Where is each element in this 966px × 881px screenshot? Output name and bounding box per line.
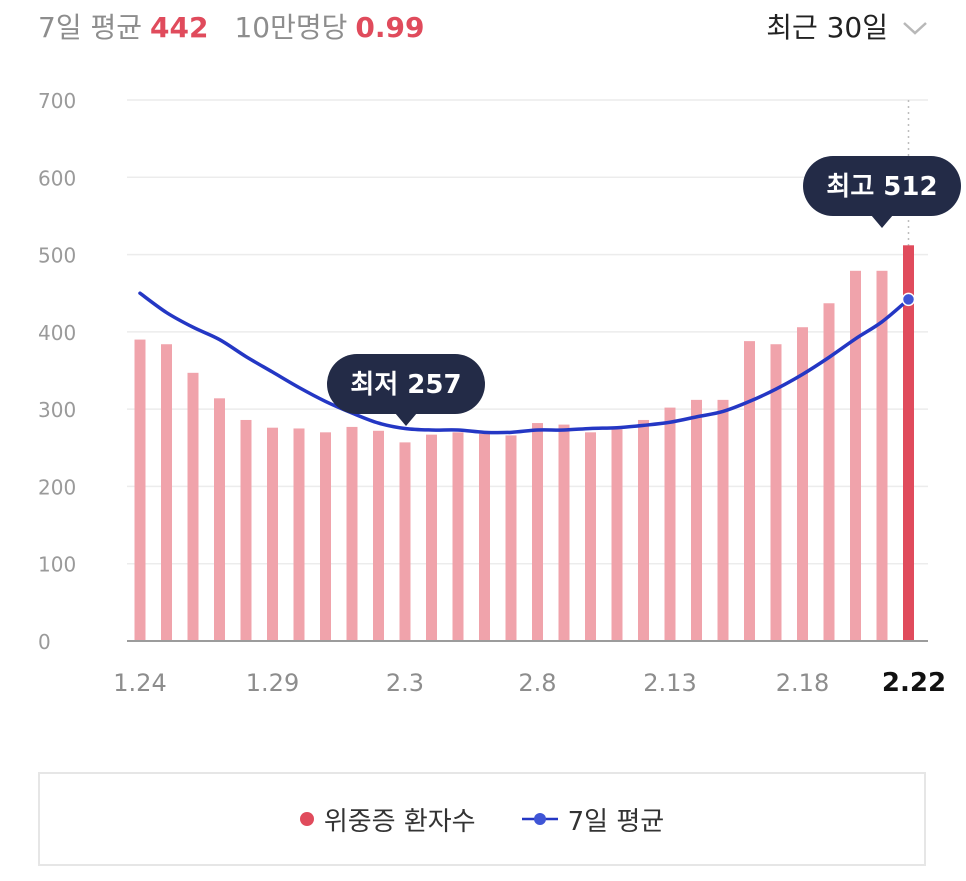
min-callout-pointer [395,413,417,426]
avg-value: 442 [150,11,209,44]
bar [346,426,358,641]
bar [214,398,225,641]
bar [797,327,808,641]
x-tick-label: 1.24 [113,669,166,697]
chart-legend: 위중증 환자수 7일 평균 [38,772,926,866]
x-tick-label: 2.3 [386,669,424,697]
bar [134,339,146,641]
legend-item-line: 7일 평균 [521,801,665,838]
bar [532,423,543,641]
bar [426,434,437,641]
x-tick-label: 2.8 [518,669,556,697]
y-tick-label: 400 [38,321,76,345]
min-callout-bubble [327,354,485,414]
bar [505,435,517,641]
legend-line-icon [521,813,558,825]
bar [876,270,888,641]
bar [240,419,252,641]
bar-line-chart: 0 100 200 300 400 500 600 700 1.24 1.29 2.3 2.8 2.13… [38,89,961,698]
bar-highlight [903,245,914,641]
bar [293,428,305,641]
y-tick-label: 100 [38,553,76,577]
max-callout-pointer [871,215,893,228]
bar [770,344,782,641]
y-tick-label: 600 [38,166,76,190]
bar [717,399,729,641]
bar [850,270,861,641]
chart-header: 7일 평균 442 10만명당 0.99 최근 30일 [38,8,928,48]
period-label: 최근 30일 [766,11,888,44]
bar [267,427,278,641]
legend-line-label: 7일 평균 [567,806,665,837]
x-tick-label-current: 2.22 [882,668,946,698]
bar [823,303,835,641]
min-callout: 최저 257 [327,354,485,426]
bar [399,442,411,641]
bar [664,407,676,641]
bar [320,432,331,641]
per100k-value: 0.99 [355,11,425,44]
legend-bars-label: 위중증 환자수 [323,806,476,837]
avg-line-endpoint [901,292,916,307]
y-tick-label: 500 [38,244,76,268]
avg-line [138,291,911,435]
legend-dot-icon [299,812,314,826]
y-tick-label: 700 [38,89,76,113]
bar [161,344,172,641]
bar [479,433,490,641]
bar [611,429,623,641]
y-tick-label: 0 [38,630,51,654]
bar [452,432,464,641]
max-callout: 최고 512 [803,156,961,228]
bar [691,399,702,641]
bar [638,419,649,641]
chevron-down-icon [903,22,927,35]
max-callout-bubble [803,156,961,216]
x-tick-label: 2.13 [643,669,696,697]
bar [585,432,596,641]
summary-stats: 7일 평균 442 10만명당 0.99 [38,8,450,48]
max-callout-text: 최고 512 [826,172,937,202]
x-tick-label: 2.18 [776,669,829,697]
bar [744,341,755,641]
legend-item-bars: 위중증 환자수 [299,801,476,838]
per100k-label: 10만명당 [234,11,348,44]
avg-label: 7일 평균 [38,11,142,44]
bar [558,424,570,641]
x-tick-label: 1.29 [246,669,299,697]
bar [373,430,384,641]
bar [187,372,199,641]
y-tick-label: 300 [38,398,76,422]
min-callout-text: 최저 257 [350,370,461,400]
y-tick-label: 200 [38,475,76,499]
period-dropdown[interactable]: 최근 30일 [766,8,928,48]
